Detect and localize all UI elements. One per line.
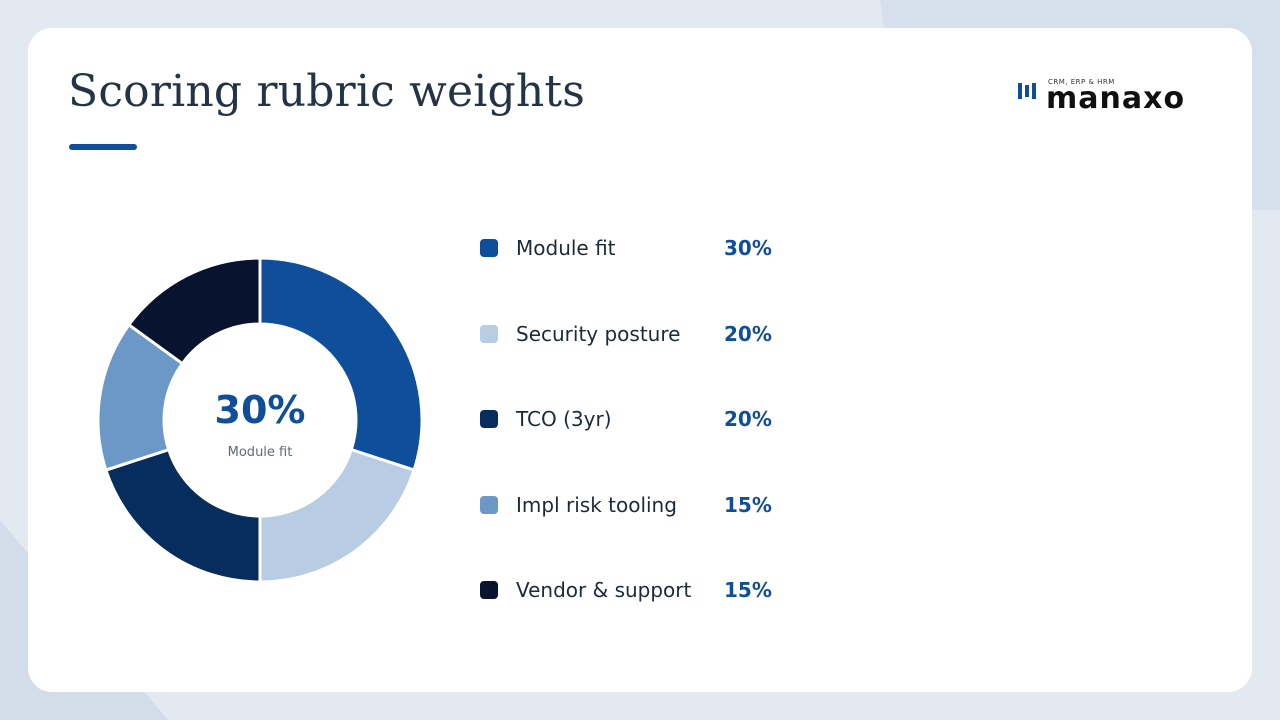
legend-label: Module fit — [516, 236, 616, 260]
legend-value: 20% — [724, 407, 772, 431]
legend-swatch — [480, 581, 498, 599]
donut-svg — [98, 258, 422, 582]
donut-center-label: Module fit — [227, 445, 293, 460]
donut-slice-security-posture — [258, 447, 416, 582]
legend-label: Security posture — [516, 321, 681, 346]
legend-value: 30% — [724, 236, 772, 260]
legend-swatch — [480, 239, 498, 257]
donut-chart: 30% Module fit — [98, 258, 422, 582]
logo-bars-icon — [1018, 83, 1040, 99]
legend-item-security-posture: Security posture 20% — [478, 314, 798, 354]
donut-slice-module-fit — [258, 258, 422, 472]
donut-center-value: 30% — [214, 388, 306, 432]
legend-item-tco-3yr: TCO (3yr) 20% — [478, 399, 798, 439]
legend-label: Impl risk tooling — [516, 492, 677, 517]
manaxo-logo: CRM, ERP & HRM manaxo — [1018, 78, 1218, 118]
legend-swatch — [480, 495, 498, 514]
legend-value: 20% — [724, 321, 772, 346]
legend-swatch — [480, 410, 498, 428]
legend-swatch — [480, 324, 498, 343]
donut-slice-tco-3yr — [104, 447, 262, 582]
legend-item-module-fit: Module fit 30% — [478, 228, 798, 268]
slide-card: Scoring rubric weights CRM, ERP & HRM ma… — [28, 28, 1252, 692]
title-underline — [69, 144, 137, 150]
legend-label: Vendor & support — [516, 578, 692, 602]
logo-tagline: CRM, ERP & HRM — [1048, 78, 1115, 86]
logo-wordmark: manaxo — [1046, 81, 1186, 116]
legend-label: TCO (3yr) — [516, 407, 612, 431]
legend-item-impl-risk-tooling: Impl risk tooling 15% — [478, 485, 798, 525]
donut-slice-vendor-support — [126, 258, 262, 366]
legend-value: 15% — [724, 492, 772, 517]
legend-item-vendor-support: Vendor & support 15% — [478, 570, 798, 610]
legend-value: 15% — [724, 578, 772, 602]
slide-title: Scoring rubric weights — [68, 66, 586, 117]
